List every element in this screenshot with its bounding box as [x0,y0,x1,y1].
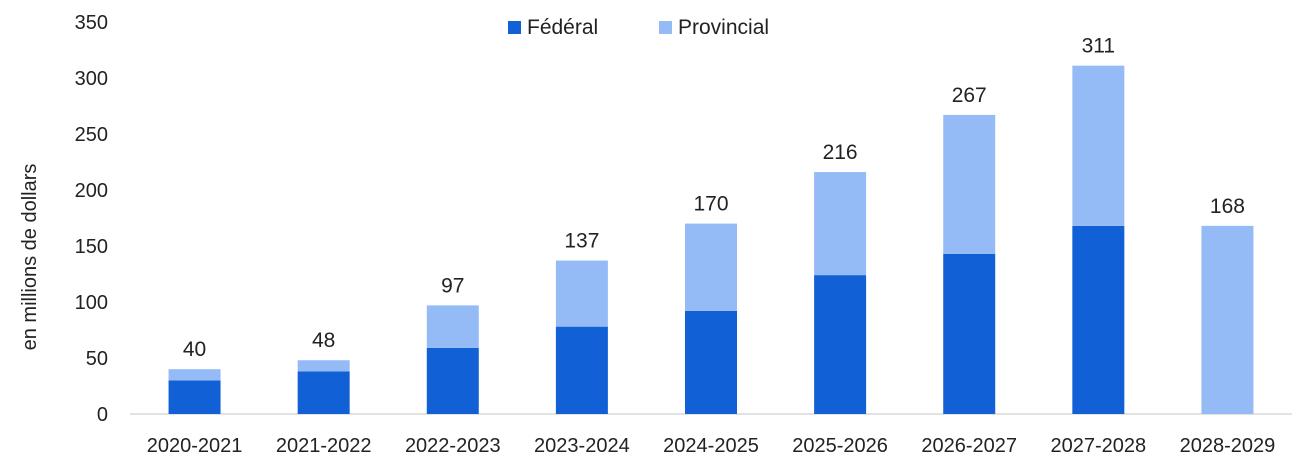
legend-item-federal: Fédéral [508,16,598,39]
x-tick-label: 2020-2021 [147,435,243,457]
x-tick-label: 2027-2028 [1051,435,1147,457]
bar-segment-federal [814,275,867,414]
bar-segment-federal [685,310,737,414]
bar-segment-provincial [943,114,996,254]
y-tick-label: 50 [86,348,108,370]
x-tick-label: 2021-2022 [276,435,372,457]
bars [168,65,1254,414]
bar-segment-federal [297,371,350,414]
bar-segment-provincial [685,223,737,311]
x-tick-label: 2024-2025 [663,435,759,457]
bar-segment-provincial [814,172,867,276]
total-data-label: 267 [952,84,987,107]
bar-segment-provincial [555,260,608,327]
y-tick-label: 150 [75,236,108,258]
total-data-label: 48 [312,329,335,352]
x-tick-label: 2028-2029 [1180,435,1276,457]
bar-segment-provincial [297,360,350,372]
total-data-label: 311 [1082,35,1115,58]
legend-item-provincial: Provincial [659,16,769,39]
legend-swatch-federal [508,21,521,34]
bar-segment-federal [555,326,608,414]
bar-segment-provincial [168,369,221,381]
bar-segment-provincial [1072,65,1125,226]
legend-swatch-provincial [659,21,672,34]
legend-label-provincial: Provincial [678,16,769,39]
y-tick-label: 300 [75,68,108,90]
legend-label-federal: Fédéral [527,16,598,39]
legend: Fédéral Provincial [508,16,769,39]
y-tick-label: 0 [97,404,108,426]
bar-segment-federal [426,347,479,414]
total-labels: 40 48 97 137 170 216 267 311 168 [183,35,1245,362]
bar-segment-federal [1072,225,1125,414]
bar-segment-provincial [1201,225,1254,414]
total-data-label: 97 [441,274,464,297]
total-data-label: 170 [693,193,728,216]
x-tick-label: 2023-2024 [534,435,630,457]
y-tick-label: 200 [75,180,108,202]
y-tick-label: 100 [75,292,108,314]
bar-segment-provincial [426,305,479,348]
x-tick-label: 2022-2023 [405,435,501,457]
x-tick-label: 2026-2027 [921,435,1017,457]
total-data-label: 216 [823,141,858,164]
total-data-label: 40 [183,338,206,361]
bar-segment-federal [943,253,996,414]
y-axis-title: en millions de dollars [19,164,41,351]
y-tick-label: 250 [75,124,108,146]
y-tick-label: 350 [75,12,108,34]
total-data-label: 137 [564,230,599,253]
bar-segment-federal [168,380,221,414]
x-tick-label: 2025-2026 [792,435,888,457]
x-axis-tick-labels: 2020-2021 2021-2022 2022-2023 2023-2024 2024… [147,435,1276,457]
y-axis: 0 50 100 150 200 250 300 350 [75,12,108,426]
total-data-label: 168 [1210,195,1245,218]
